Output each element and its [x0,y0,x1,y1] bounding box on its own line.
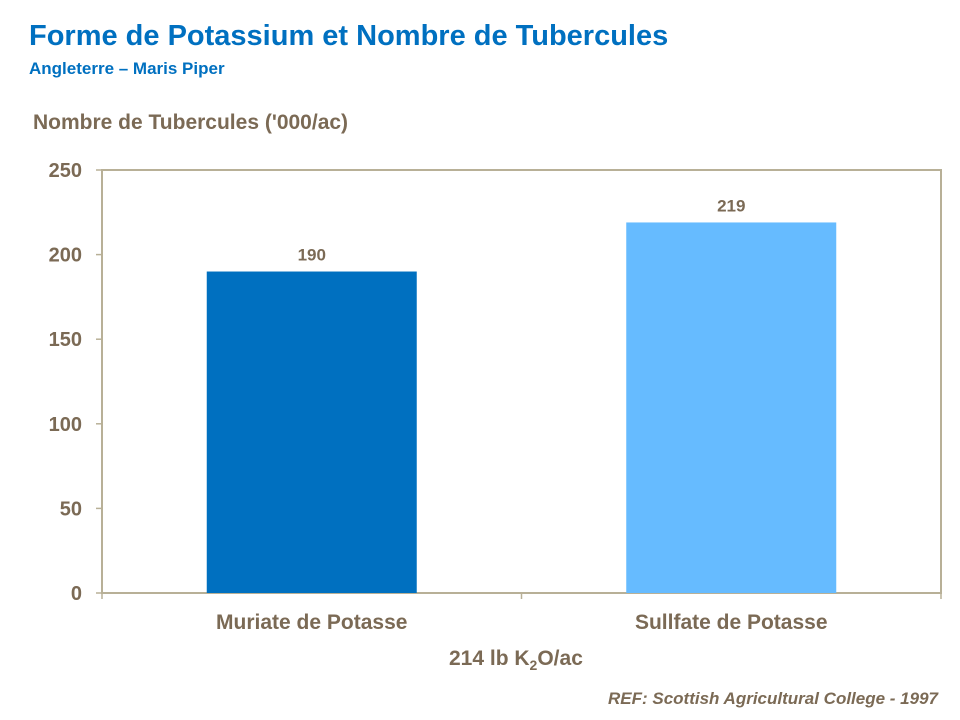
reference-note: REF: Scottish Agricultural College - 199… [608,689,938,708]
y-tick-label: 250 [49,160,82,182]
chart-title: Forme de Potassium et Nombre de Tubercul… [29,20,669,52]
x-label-part: 214 lb K [449,647,530,670]
y-axis-label: Nombre de Tubercules ('000/ac) [33,111,349,134]
y-tick-label: 0 [71,583,82,605]
y-tick-label: 50 [60,498,82,520]
x-axis-label: 214 lb K2O/ac [449,647,583,673]
x-tick-label: Muriate de Potasse [216,611,407,634]
y-tick-label: 100 [49,414,82,436]
chart-subtitle: Angleterre – Maris Piper [29,59,225,78]
bar [626,222,837,593]
data-label: 219 [717,196,745,215]
x-label-part: O/ac [537,647,583,670]
y-tick-label: 150 [49,329,82,351]
data-label: 190 [298,246,326,265]
x-tick-label: Sullfate de Potasse [635,611,828,634]
y-tick-label: 200 [49,245,82,267]
bar [206,271,417,593]
x-label-subscript: 2 [529,657,538,673]
